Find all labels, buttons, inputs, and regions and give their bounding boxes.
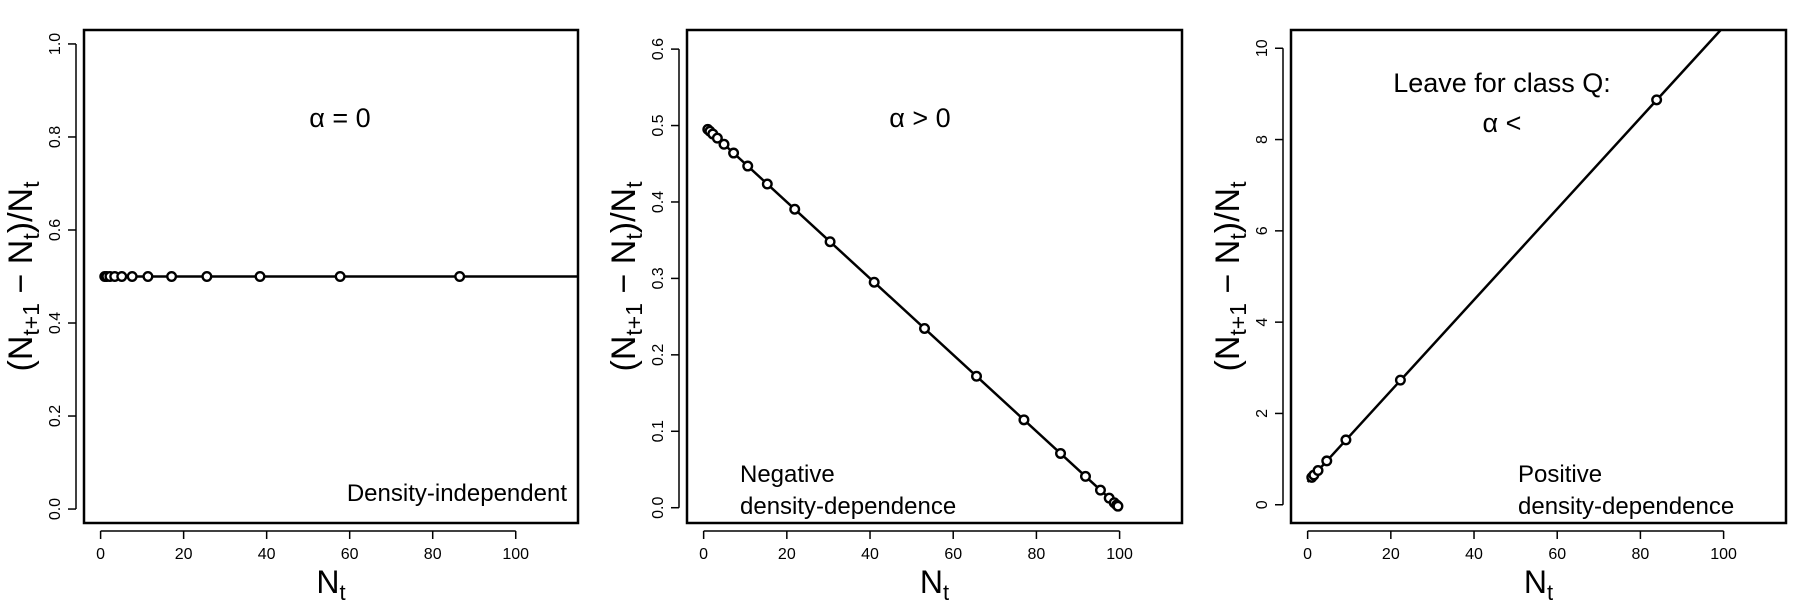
data-point — [971, 370, 983, 382]
data-point — [1340, 434, 1352, 446]
y-axis-label: (Nt+1 − Nt)/Nt — [605, 181, 647, 372]
data-point — [334, 271, 346, 283]
data-point — [728, 147, 740, 159]
y-tick-label: 0.3 — [650, 267, 667, 289]
data-point — [1079, 470, 1091, 482]
data-point — [761, 178, 773, 190]
trend-line — [706, 128, 1121, 509]
y-tick-label: 0.4 — [650, 191, 667, 213]
x-tick-label: 60 — [1548, 546, 1566, 563]
data-point — [201, 271, 213, 283]
panel-annotation: α < — [1483, 108, 1522, 138]
plot-frame — [685, 28, 1184, 525]
data-point — [1094, 484, 1106, 496]
data-point — [1055, 447, 1067, 459]
x-tick-label: 20 — [175, 546, 193, 563]
corner-label: Density-independent — [347, 480, 567, 507]
data-point — [166, 271, 178, 283]
y-tick-label: 2 — [1254, 409, 1271, 418]
x-tick-label: 0 — [1303, 546, 1312, 563]
corner-label: density-dependence — [740, 493, 956, 520]
data-point — [1651, 94, 1663, 106]
y-tick-label: 0.6 — [650, 38, 667, 60]
x-tick-label: 0 — [699, 546, 708, 563]
trend-line — [1306, 30, 1722, 483]
data-point — [919, 322, 931, 334]
data-point — [1112, 500, 1124, 512]
corner-label: Negative — [740, 461, 835, 488]
panel-middle: 0 20 40 60 80 100 0.0 0.1 0.2 0.3 0.4 0.5 0.6 Nt (Nt+1… — [605, 28, 1184, 600]
x-tick-label: 40 — [861, 546, 879, 563]
x-tick-label: 40 — [258, 546, 276, 563]
data-point — [711, 132, 723, 144]
panel-annotation: α > 0 — [889, 103, 950, 133]
x-tick-label: 60 — [341, 546, 359, 563]
data-point — [1312, 465, 1324, 477]
y-tick-label: 0.5 — [650, 114, 667, 136]
y-tick-label: 0.2 — [47, 405, 64, 427]
y-tick-label: 10 — [1254, 39, 1271, 57]
x-tick-label: 20 — [1382, 546, 1400, 563]
y-tick-label: 0.0 — [47, 498, 64, 520]
data-point — [142, 271, 154, 283]
y-tick-label: 0.4 — [47, 312, 64, 334]
y-tick-label: 8 — [1254, 135, 1271, 144]
data-point — [116, 271, 128, 283]
data-point — [254, 271, 266, 283]
plot-frame — [1289, 28, 1788, 525]
x-tick-label: 0 — [96, 546, 105, 563]
data-point — [789, 203, 801, 215]
corner-label: Positive — [1518, 461, 1602, 488]
y-tick-label: 0.8 — [47, 126, 64, 148]
panel-annotation: Leave for class Q: — [1393, 68, 1611, 98]
x-axis-label: Nt — [920, 564, 949, 600]
data-point — [454, 271, 466, 283]
y-tick-label: 6 — [1254, 226, 1271, 235]
corner-label: density-dependence — [1518, 493, 1734, 520]
x-tick-label: 20 — [778, 546, 796, 563]
y-tick-label: 0.1 — [650, 420, 667, 442]
x-tick-label: 60 — [944, 546, 962, 563]
x-tick-label: 100 — [502, 546, 529, 563]
x-axis-label: Nt — [316, 564, 345, 600]
data-point — [718, 138, 730, 150]
x-tick-label: 100 — [1106, 546, 1133, 563]
data-point — [824, 236, 836, 248]
panel-right: 0 20 40 60 80 100 0 2 4 6 8 10 Nt (Nt+1 − Nt)/Nt Leave… — [1209, 28, 1788, 600]
x-tick-label: 80 — [424, 546, 442, 563]
y-tick-label: 0.6 — [47, 219, 64, 241]
y-axis-label: (Nt+1 − Nt)/Nt — [2, 181, 44, 372]
x-axis-label: Nt — [1524, 564, 1553, 600]
data-point — [1394, 374, 1406, 386]
y-tick-label: 1.0 — [47, 33, 64, 55]
y-tick-label: 0.2 — [650, 344, 667, 366]
x-tick-label: 80 — [1632, 546, 1650, 563]
panel-left: 0 20 40 60 80 100 0.0 0.2 0.4 0.6 0.8 1.0 Nt (Nt+1 − … — [2, 28, 580, 600]
data-point — [126, 271, 138, 283]
x-tick-label: 100 — [1710, 546, 1737, 563]
y-tick-label: 0 — [1254, 500, 1271, 509]
data-point — [1321, 455, 1333, 467]
panel-annotation: α = 0 — [309, 103, 370, 133]
x-tick-label: 40 — [1465, 546, 1483, 563]
data-point — [1018, 414, 1030, 426]
y-axis-label: (Nt+1 − Nt)/Nt — [1209, 181, 1251, 372]
y-tick-label: 4 — [1254, 318, 1271, 327]
x-tick-label: 80 — [1028, 546, 1046, 563]
data-point — [868, 276, 880, 288]
data-point — [742, 160, 754, 172]
y-tick-label: 0.0 — [650, 496, 667, 518]
